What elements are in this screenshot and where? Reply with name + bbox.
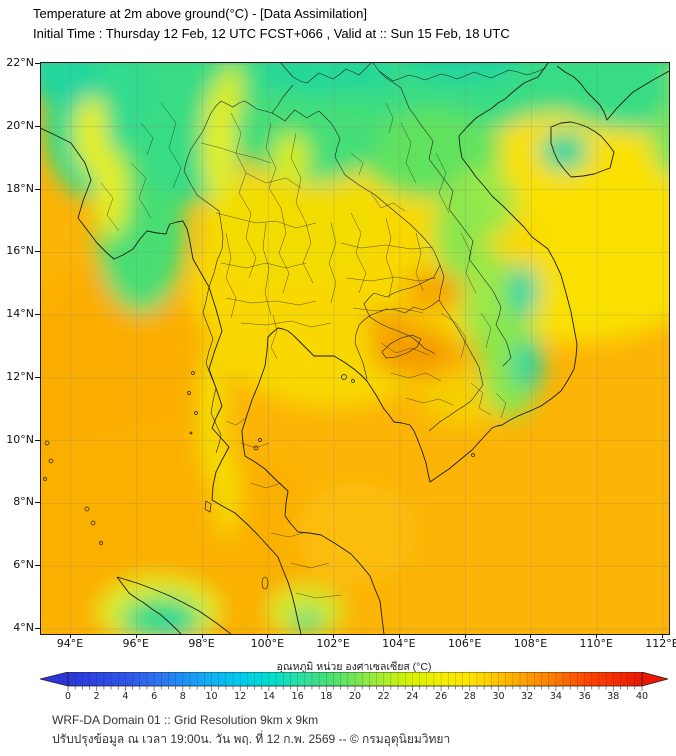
lat-tick-mark [35, 251, 40, 253]
lon-tick-label: 94°E [56, 637, 84, 650]
colorbar-tick-label: 34 [549, 691, 562, 702]
colorbar-tick-label: 20 [348, 691, 362, 702]
lake-songkhla [261, 576, 269, 590]
lon-tick-mark [464, 634, 466, 638]
lon-tick-mark [135, 634, 137, 638]
lon-tick-label: 106°E [447, 637, 482, 650]
lat-tick-label: 18°N [6, 181, 34, 195]
lon-tick-mark [596, 634, 598, 638]
colorbar-tick-label: 2 [93, 691, 100, 702]
lon-tick-label: 98°E [188, 637, 215, 650]
lat-tick-mark [35, 502, 40, 504]
lon-tick-label: 100°E [250, 637, 285, 650]
colorbar-tick-label: 4 [122, 691, 129, 702]
colorbar-tick-label: 14 [262, 691, 275, 702]
map-plot-area [40, 62, 670, 635]
coastline-sumatra-west [116, 576, 182, 634]
colorbar-tick-label: 30 [492, 691, 505, 702]
lat-tick-label: 6°N [13, 558, 34, 572]
lat-tick-label: 14°N [6, 307, 34, 321]
colorbar-tick-label: 32 [521, 691, 534, 702]
lon-tick-label: 110°E [579, 637, 613, 650]
temperature-field-blobs [41, 63, 669, 634]
island-phuket [204, 500, 212, 513]
colorbar-label: อุณหภูมิ หน่วย องศาเซลเซียส (°C) [276, 661, 432, 673]
colorbar-tick-label: 28 [463, 691, 476, 702]
colorbar-tick-label: 18 [320, 691, 333, 702]
colorbar [39, 671, 670, 692]
graticule-gridlines [41, 63, 669, 634]
coastline-hainan [550, 121, 615, 178]
colorbar-tick-label: 22 [377, 691, 390, 702]
province-boundaries [100, 102, 507, 599]
lat-tick-label: 12°N [6, 369, 34, 383]
colorbar-tick-label: 38 [607, 691, 620, 702]
colorbar-tick-label: 8 [179, 691, 186, 702]
colorbar-right-arrow [641, 671, 670, 687]
colorbar-tick-label: 40 [635, 691, 649, 702]
colorbar-tick-label: 6 [151, 691, 158, 702]
coastline-china [556, 65, 669, 121]
colorbar-tick-label: 16 [291, 691, 304, 702]
lat-tick-mark [35, 314, 40, 316]
colorbar-tick-label: 0 [64, 691, 72, 702]
footer-domain-info: WRF-DA Domain 01 :: Grid Resolution 9km … [52, 713, 319, 727]
lon-tick-mark [267, 634, 269, 638]
lat-tick-label: 20°N [6, 118, 34, 132]
lat-tick-mark [35, 376, 40, 378]
lon-tick-label: 102°E [316, 637, 350, 650]
coastline-gulf-vietnam [241, 63, 578, 634]
lon-tick-label: 112°E [645, 637, 676, 650]
lon-tick-label: 96°E [122, 637, 149, 650]
lat-tick-mark [35, 565, 40, 567]
lat-tick-label: 8°N [13, 495, 34, 509]
lat-tick-mark [35, 63, 40, 64]
colorbar-svg [39, 671, 670, 691]
lat-tick-mark [35, 628, 40, 630]
lat-tick-label: 4°N [13, 621, 34, 635]
lat-tick-label: 16°N [6, 244, 34, 258]
colorbar-tick-label: 26 [435, 691, 448, 702]
figure-title: Temperature at 2m above ground(°C) - [Da… [33, 6, 367, 21]
lon-tick-mark [662, 634, 664, 638]
lon-tick-label: 104°E [382, 637, 416, 650]
coastline-sumatra-east [116, 576, 232, 634]
figure-subtitle: Initial Time : Thursday 12 Feb, 12 UTC F… [33, 26, 510, 41]
lon-tick-mark [398, 634, 400, 638]
lon-tick-label: 108°E [513, 637, 548, 650]
lat-tick-mark [35, 439, 40, 441]
colorbar-left-arrow [39, 671, 69, 687]
lat-tick-label: 10°N [6, 432, 34, 446]
footer-update-info: ปรับปรุงข้อมูล ณ เวลา 19:00น. วัน พฤ. ที… [52, 732, 451, 746]
lon-tick-mark [530, 634, 532, 638]
lat-tick-mark [35, 188, 40, 190]
lon-tick-mark [70, 634, 71, 638]
lat-tick-label: 22°N [6, 56, 34, 69]
temperature-field-map [41, 63, 669, 634]
islands [43, 371, 475, 545]
colorbar-tick-label: 10 [205, 691, 218, 702]
lon-tick-mark [201, 634, 203, 638]
country-borders [183, 63, 547, 454]
lon-tick-mark [333, 634, 335, 638]
colorbar-tick-label: 24 [406, 691, 419, 702]
colorbar-tick-label: 36 [578, 691, 591, 702]
lat-tick-mark [35, 125, 40, 127]
colorbar-tick-label: 12 [234, 691, 247, 702]
